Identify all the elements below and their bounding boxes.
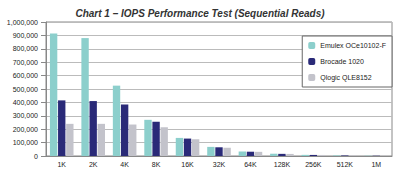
svg-text:128K: 128K — [274, 161, 291, 168]
svg-text:0: 0 — [34, 153, 38, 160]
svg-text:600,000: 600,000 — [13, 72, 38, 79]
svg-text:Chart 1 – IOPS Performance Tes: Chart 1 – IOPS Performance Test (Sequent… — [75, 8, 325, 19]
svg-text:8K: 8K — [152, 161, 161, 168]
svg-text:Emulex OCe10102-F: Emulex OCe10102-F — [320, 42, 386, 49]
svg-text:64K: 64K — [244, 161, 257, 168]
svg-text:100,000: 100,000 — [13, 139, 38, 146]
svg-text:700,000: 700,000 — [13, 59, 38, 66]
svg-text:200,000: 200,000 — [13, 126, 38, 133]
svg-text:4K: 4K — [120, 161, 129, 168]
svg-text:800,000: 800,000 — [13, 45, 38, 52]
svg-text:1,000,000: 1,000,000 — [7, 19, 38, 26]
svg-text:Brocade 1020: Brocade 1020 — [320, 58, 364, 65]
svg-text:Qlogic QLE8152: Qlogic QLE8152 — [320, 74, 371, 82]
svg-text:500,000: 500,000 — [13, 86, 38, 93]
svg-text:256K: 256K — [305, 161, 322, 168]
svg-text:32K: 32K — [213, 161, 226, 168]
svg-text:16K: 16K — [181, 161, 194, 168]
svg-text:900,000: 900,000 — [13, 32, 38, 39]
svg-text:512K: 512K — [337, 161, 354, 168]
svg-text:1K: 1K — [57, 161, 66, 168]
svg-text:2K: 2K — [89, 161, 98, 168]
svg-text:400,000: 400,000 — [13, 99, 38, 106]
svg-text:1M: 1M — [371, 161, 381, 168]
svg-text:300,000: 300,000 — [13, 112, 38, 119]
